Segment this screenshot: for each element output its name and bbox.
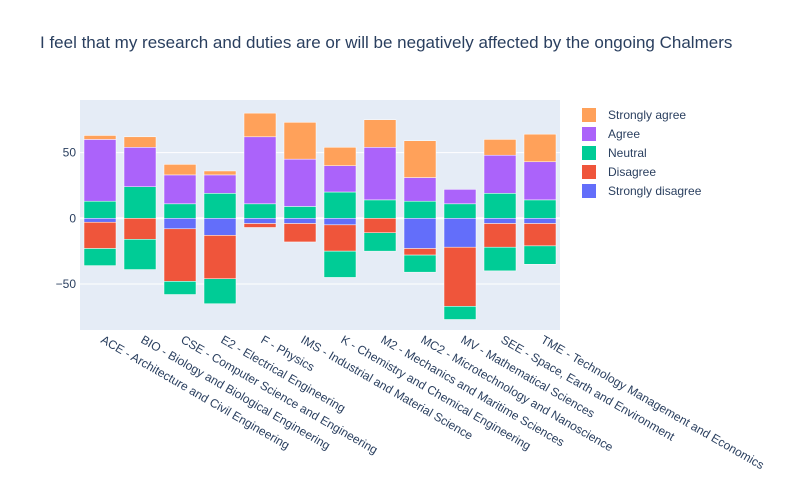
bar-segment[interactable] bbox=[523, 245, 557, 265]
legend-item[interactable]: Strongly agree bbox=[582, 108, 686, 122]
bar-segment[interactable] bbox=[243, 112, 277, 138]
x-axis-ticks: ACE - Architecture and Civil Engineering… bbox=[99, 332, 767, 472]
bar-segment[interactable] bbox=[123, 136, 157, 148]
bar-segment[interactable] bbox=[123, 186, 157, 219]
bar-segment[interactable] bbox=[483, 193, 517, 219]
bar-segment[interactable] bbox=[363, 119, 397, 148]
bar-segment[interactable] bbox=[83, 221, 117, 249]
legend-swatch bbox=[582, 184, 596, 198]
bar-segment[interactable] bbox=[523, 199, 557, 219]
legend-item[interactable]: Strongly disagree bbox=[582, 184, 702, 198]
bars bbox=[83, 112, 557, 320]
bar-segment[interactable] bbox=[283, 206, 317, 219]
bar-segment[interactable] bbox=[403, 218, 437, 249]
gridlines bbox=[80, 152, 560, 285]
bar-segment[interactable] bbox=[363, 147, 397, 201]
bar-segment[interactable] bbox=[83, 200, 117, 219]
bar-segment[interactable] bbox=[443, 306, 477, 320]
bar-segment[interactable] bbox=[283, 223, 317, 243]
bar-segment[interactable] bbox=[323, 191, 357, 219]
bar-segment[interactable] bbox=[403, 254, 437, 273]
legend-swatch bbox=[582, 146, 596, 160]
bar-segment[interactable] bbox=[243, 218, 277, 224]
bar-segment[interactable] bbox=[203, 174, 237, 194]
bar-segment[interactable] bbox=[163, 164, 197, 176]
bar-segment[interactable] bbox=[123, 147, 157, 187]
bar-segment[interactable] bbox=[83, 139, 117, 202]
bar-segment[interactable] bbox=[203, 278, 237, 304]
bar-segment[interactable] bbox=[323, 147, 357, 166]
legend[interactable]: Strongly agree Agree Neutral Disagree Strong… bbox=[582, 108, 702, 198]
bar-segment[interactable] bbox=[443, 246, 477, 307]
legend-swatch bbox=[582, 165, 596, 179]
legend-swatch bbox=[582, 108, 596, 122]
bar-segment[interactable] bbox=[163, 281, 197, 295]
bar-segment[interactable] bbox=[323, 218, 357, 226]
bar-segment[interactable] bbox=[523, 161, 557, 201]
bar-segment[interactable] bbox=[83, 248, 117, 266]
legend-label: Strongly disagree bbox=[608, 184, 702, 198]
bar-segment[interactable] bbox=[203, 235, 237, 279]
bar-segment[interactable] bbox=[523, 133, 557, 163]
bar-segment[interactable] bbox=[243, 203, 277, 219]
bar-segment[interactable] bbox=[483, 246, 517, 272]
bar-segment[interactable] bbox=[163, 174, 197, 205]
y-tick-label: 0 bbox=[69, 211, 76, 225]
bar-segment[interactable] bbox=[483, 154, 517, 194]
bar-segment[interactable] bbox=[403, 248, 437, 256]
legend-item[interactable]: Agree bbox=[582, 127, 640, 141]
bar-segment[interactable] bbox=[123, 239, 157, 270]
legend-label: Neutral bbox=[608, 146, 647, 160]
bar-segment[interactable] bbox=[323, 224, 357, 252]
bar-segment[interactable] bbox=[523, 218, 557, 224]
bar-segment[interactable] bbox=[163, 203, 197, 219]
bar-segment[interactable] bbox=[123, 218, 157, 240]
bar-segment[interactable] bbox=[363, 232, 397, 252]
bar-segment[interactable] bbox=[243, 223, 277, 228]
bar-segment[interactable] bbox=[443, 218, 477, 248]
bar-segment[interactable] bbox=[163, 228, 197, 282]
legend-item[interactable]: Neutral bbox=[582, 146, 647, 160]
bar-segment[interactable] bbox=[483, 218, 517, 224]
legend-label: Strongly agree bbox=[608, 108, 686, 122]
legend-label: Disagree bbox=[608, 165, 656, 179]
bar-segment[interactable] bbox=[83, 218, 117, 223]
bar-segment[interactable] bbox=[203, 218, 237, 236]
bar-segment[interactable] bbox=[283, 158, 317, 207]
bar-segment[interactable] bbox=[323, 250, 357, 278]
legend-item[interactable]: Disagree bbox=[582, 165, 656, 179]
legend-label: Agree bbox=[608, 127, 640, 141]
bar-segment[interactable] bbox=[283, 218, 317, 224]
bar-segment[interactable] bbox=[203, 170, 237, 176]
plot-area bbox=[80, 100, 560, 330]
bar-segment[interactable] bbox=[243, 136, 277, 205]
bar-segment[interactable] bbox=[523, 223, 557, 247]
legend-swatch bbox=[582, 127, 596, 141]
bar-segment[interactable] bbox=[363, 218, 397, 233]
bar-segment[interactable] bbox=[83, 135, 117, 140]
y-axis-ticks: −50 0 50 bbox=[56, 146, 77, 291]
bar-segment[interactable] bbox=[203, 193, 237, 219]
bar-segment[interactable] bbox=[363, 199, 397, 219]
bar-segment[interactable] bbox=[483, 223, 517, 248]
bar-segment[interactable] bbox=[163, 218, 197, 230]
bar-segment[interactable] bbox=[283, 122, 317, 160]
y-tick-label: −50 bbox=[56, 277, 77, 291]
bar-segment[interactable] bbox=[443, 203, 477, 219]
bar-segment[interactable] bbox=[443, 189, 477, 205]
chart-title: I feel that my research and duties are o… bbox=[40, 33, 733, 52]
bar-segment[interactable] bbox=[403, 200, 437, 219]
bar-segment[interactable] bbox=[403, 140, 437, 178]
bar-segment[interactable] bbox=[323, 165, 357, 193]
bar-segment[interactable] bbox=[483, 139, 517, 156]
bar-segment[interactable] bbox=[403, 177, 437, 202]
y-tick-label: 50 bbox=[63, 146, 77, 160]
